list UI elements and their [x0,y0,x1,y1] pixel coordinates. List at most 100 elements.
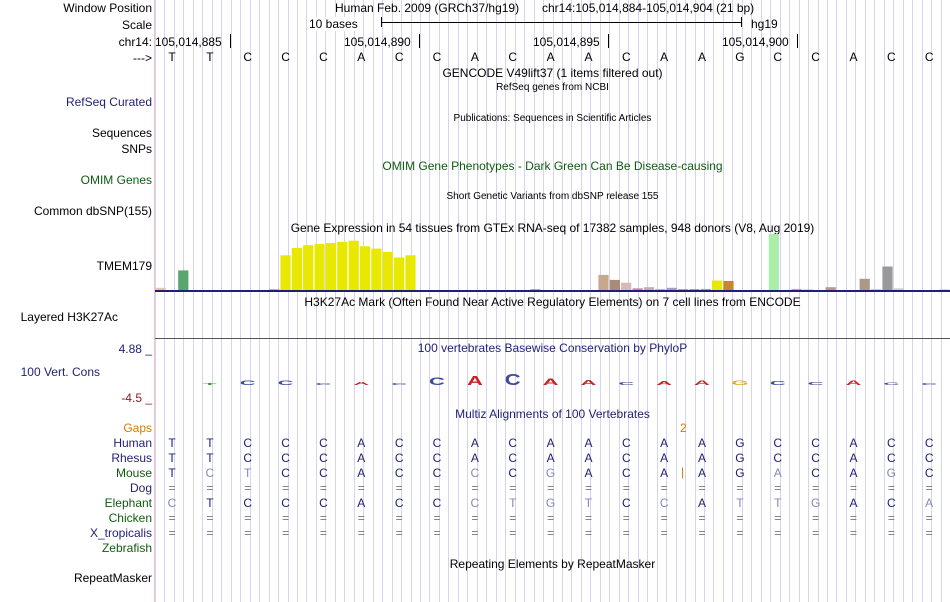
gtex-bar[interactable] [337,241,348,290]
gtex-bar[interactable] [359,246,371,290]
snps-label[interactable]: SNPs [121,142,152,156]
gtex-bar[interactable] [768,234,779,290]
species-label[interactable]: X_tropicalis [89,526,152,540]
cons-logo-letter: C [770,380,786,386]
alignment-base: = [547,526,555,540]
cons-logo-letter: C [505,372,521,389]
alignment-base: T [774,496,782,510]
gtex-bar[interactable] [405,255,416,290]
alignment-base: T [168,451,176,465]
alignment-base: C [621,436,631,450]
alignment-base: G [545,496,556,510]
alignment-base: A [849,451,858,465]
alignment-base: = [244,511,252,525]
alignment-base: A [470,436,479,450]
gtex-bar[interactable] [155,287,166,290]
species-label[interactable]: Elephant [104,496,152,510]
cons-label[interactable]: 100 Vert. Cons [20,365,100,379]
gtex-bar[interactable] [348,240,359,290]
gtex-bar[interactable] [871,288,882,290]
gtex-bar[interactable] [291,248,302,290]
species-label[interactable]: Mouse [115,466,152,480]
alignment-base: C [319,496,328,510]
alignment-base: G [545,466,556,480]
gtex-bar[interactable] [893,288,904,290]
alignment-base: = [206,481,214,495]
rmsk-label[interactable]: RepeatMasker [73,571,152,585]
gtex-bar[interactable] [723,281,734,290]
gtex-bar[interactable] [677,289,689,290]
gtex-bar[interactable] [280,255,291,290]
gtex-bar[interactable] [655,288,666,290]
gtex-bar[interactable] [643,287,655,290]
pubs-label[interactable]: Sequences [91,126,152,140]
base-letter: A [698,50,707,64]
alignment-base: A [584,466,593,480]
window-position-label: Window Position [63,1,152,15]
cons-logo-letter: C [240,379,256,386]
gtex-bar[interactable] [632,288,643,290]
base-letter: A [584,50,593,64]
gtex-bar[interactable] [382,251,393,290]
gtex-bar[interactable] [882,266,893,291]
species-label[interactable]: Chicken [108,511,152,525]
gtex-bar[interactable] [802,289,814,290]
gtex-bar[interactable] [859,278,870,290]
alignment-base: = [244,526,252,540]
gtex-bar[interactable] [825,287,836,290]
alignment-base: = [887,526,895,540]
refseq-label[interactable]: RefSeq Curated [65,95,152,109]
gtex-bar-graph[interactable] [155,234,950,292]
species-label[interactable]: Dog [129,481,152,495]
gtex-bar[interactable] [325,243,337,290]
alignment-base: = [547,481,555,495]
gtex-bar[interactable] [791,288,802,290]
strand-label: ---> [133,51,152,65]
gtex-bar[interactable] [939,288,950,290]
track-area[interactable]: Human Feb. 2009 (GRCh37/hg19) chr14:105,… [155,0,950,602]
gtex-bar[interactable] [178,270,189,290]
alignment-base: G [810,496,821,510]
gtex-bar[interactable] [700,288,711,290]
cons-logo-letter: C [429,375,445,388]
species-label[interactable]: Human [113,436,152,450]
omim-label[interactable]: OMIM Genes [80,173,152,187]
gtex-bar[interactable] [621,282,632,290]
alignment-base: A [546,436,555,450]
base-letter: A [357,50,366,64]
alignment-base: = [812,481,820,495]
alignment-base: C [811,436,820,450]
gtex-bar[interactable] [303,245,314,290]
dbsnp-label[interactable]: Common dbSNP(155) [33,204,152,218]
gtex-bar[interactable] [371,248,382,290]
alignment-base: T [584,496,593,510]
cons-logo-letter: A [353,381,370,386]
gtex-bar[interactable] [598,274,609,290]
h3k27-label[interactable]: Layered H3K27Ac [20,310,118,324]
assembly-text: Human Feb. 2009 (GRCh37/hg19) [335,1,520,15]
species-label[interactable]: Zebrafish [101,541,152,555]
gtex-bar[interactable] [689,289,700,290]
base-letter: A [849,50,858,64]
species-label[interactable]: Rhesus [111,451,152,465]
base-letter: A [470,50,479,64]
gtex-bar[interactable] [609,279,620,290]
gtex-bar[interactable] [314,244,325,290]
gtex-bar[interactable] [666,287,677,290]
gtex-bar[interactable] [394,257,405,291]
alignment-base: = [887,511,895,525]
alignment-base: = [584,481,592,495]
gtex-bar[interactable] [712,280,723,291]
gtex-bar[interactable] [530,289,541,290]
alignment-base: = [698,481,706,495]
alignment-base: = [206,511,214,525]
alignment-base: C [924,451,934,465]
base-letter: G [735,50,745,64]
gtex-label[interactable]: TMEM179 [96,259,152,273]
scale-bar-text: 10 bases [307,17,360,31]
alignment-base: C [508,451,518,465]
chrom-label: chr14: [118,35,152,49]
cons-logo-letter: A [656,380,672,386]
gtex-bar[interactable] [269,289,280,290]
